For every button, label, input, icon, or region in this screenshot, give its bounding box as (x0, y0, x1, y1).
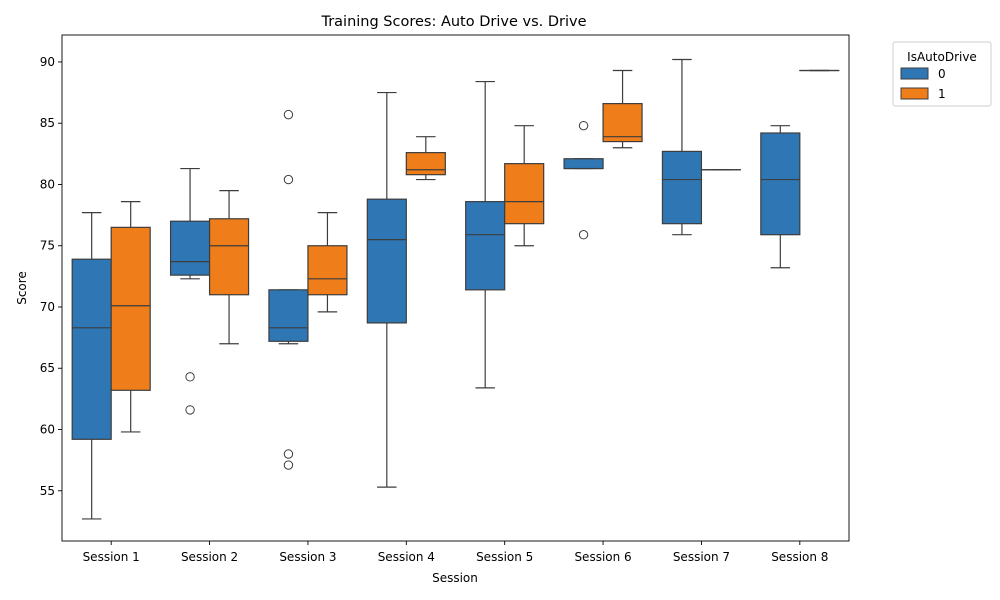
box-iqr (208, 218, 250, 296)
legend-title: IsAutoDrive (907, 50, 977, 64)
box-iqr (110, 226, 151, 391)
y-tick-label: 55 (40, 484, 55, 498)
plot-area (61, 34, 850, 542)
legend: IsAutoDrive 01 (892, 41, 992, 107)
y-tick-label: 75 (40, 239, 55, 253)
y-tick-label: 85 (40, 116, 55, 130)
y-tick-label: 70 (40, 300, 55, 314)
x-tick-label: Session 1 (83, 550, 140, 564)
x-tick-label: Session 8 (771, 550, 828, 564)
y-axis: 55 60 65 70 75 80 85 90 (40, 55, 62, 498)
y-tick-label: 80 (40, 177, 55, 191)
box-iqr (563, 158, 604, 170)
box-iqr (602, 103, 643, 143)
outlier-point (283, 109, 294, 120)
x-tick-label: Session 3 (279, 550, 336, 564)
box-iqr (366, 198, 407, 324)
x-tick-label: Session 4 (378, 550, 435, 564)
outlier-point (185, 372, 195, 382)
legend-items: 01 (900, 67, 946, 101)
box-iqr (268, 289, 309, 342)
outlier-point (578, 230, 589, 240)
outlier-point (578, 120, 589, 131)
box-series-group (71, 58, 840, 520)
box-iqr (661, 150, 703, 225)
x-tick-label: Session 5 (476, 550, 533, 564)
box-series-0 (71, 58, 801, 520)
x-axis-label: Session (432, 571, 478, 585)
outlier-point (185, 405, 195, 415)
y-axis-label: Score (15, 271, 29, 305)
box-iqr (504, 163, 545, 225)
y-tick-label: 90 (40, 55, 55, 69)
box-iqr (71, 258, 112, 440)
box-iqr (169, 220, 211, 276)
outlier-point (283, 449, 294, 459)
x-axis: Session 1 Session 2 Session 3 Session 4 Sess… (83, 541, 828, 564)
legend-label-0: 0 (938, 67, 946, 81)
chart-title: Training Scores: Auto Drive vs. Drive (320, 14, 586, 30)
y-tick-label: 65 (40, 361, 55, 375)
x-tick-label: Session 7 (673, 550, 730, 564)
box-series-1 (110, 69, 840, 433)
legend-swatch-0 (900, 67, 929, 80)
box-iqr (405, 152, 446, 176)
x-tick-label: Session 6 (574, 550, 631, 564)
legend-swatch-1 (900, 87, 929, 100)
x-tick-label: Session 2 (181, 550, 238, 564)
box-iqr (465, 201, 506, 291)
outlier-point (283, 460, 294, 470)
box-iqr (760, 132, 801, 236)
legend-label-1: 1 (938, 87, 946, 101)
y-tick-label: 60 (40, 423, 55, 437)
outlier-point (283, 174, 294, 185)
box-iqr (307, 245, 348, 296)
